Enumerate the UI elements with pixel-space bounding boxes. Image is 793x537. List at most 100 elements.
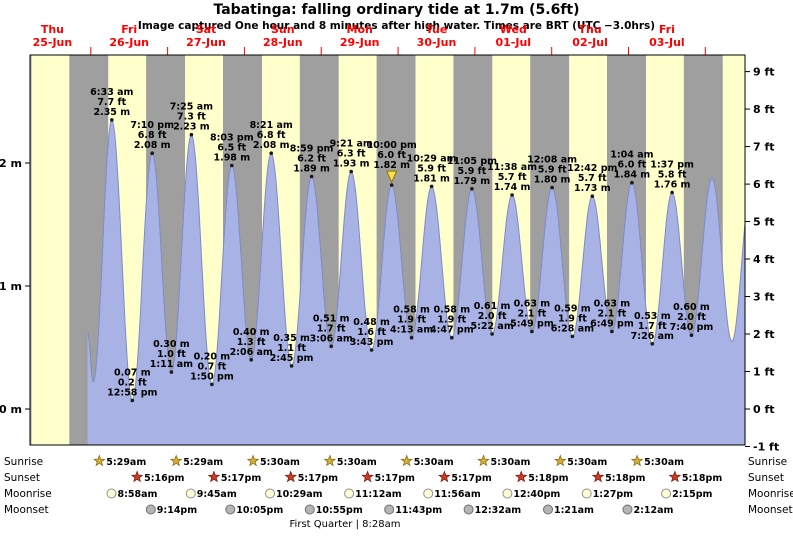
high-tide-annotation: 12:42 pm — [567, 163, 617, 174]
high-tide-annotation: 5.9 ft — [457, 166, 486, 177]
high-tide-annotation: 10:00 pm — [367, 140, 417, 151]
day-label: Fri — [121, 23, 137, 36]
sunrise-star-icon — [93, 454, 106, 467]
tide-extreme-dot — [309, 174, 314, 179]
day-band — [31, 55, 70, 445]
almanac-time: 5:30am — [491, 457, 531, 468]
sunrise-star-icon — [246, 454, 260, 467]
sunrise-star-icon — [554, 454, 567, 467]
almanac-time: 5:29am — [106, 457, 146, 468]
low-tide-annotation: 0.58 m — [433, 305, 470, 316]
low-tide-annotation: 0.53 m — [634, 311, 671, 322]
low-tide-annotation: 2.1 ft — [517, 309, 546, 320]
sunset-star-icon — [438, 470, 451, 483]
almanac-row-label-left: Moonrise — [4, 488, 52, 500]
almanac-time: 5:30am — [644, 457, 684, 468]
almanac-time: 5:17pm — [298, 473, 338, 484]
tide-extreme-dot — [610, 329, 614, 334]
moonrise-icon — [265, 488, 275, 499]
almanac-row-label-right: Sunrise — [748, 456, 787, 468]
plot-border — [29, 54, 746, 446]
right-axis-label: 2 ft — [753, 328, 775, 341]
left-axis-label: 0 m — [0, 403, 22, 416]
tide-extreme-dot — [550, 185, 554, 190]
tide-extreme-dot — [150, 151, 154, 155]
high-tide-annotation: 8:03 pm — [210, 133, 254, 144]
moonrise-icon — [344, 488, 355, 499]
high-tide-annotation: 12:08 am — [527, 155, 577, 166]
high-tide-annotation: 2.35 m — [93, 107, 130, 118]
almanac-time: 11:12am — [355, 489, 402, 500]
moonset-icon — [225, 504, 236, 515]
low-tide-annotation: 4:13 am — [390, 325, 433, 336]
tide-curve-area — [87, 119, 745, 446]
low-tide-annotation: 12:58 pm — [107, 387, 157, 398]
high-tide-annotation: 8:21 am — [250, 120, 293, 131]
almanac-row-label-left: Moonset — [4, 504, 49, 516]
almanac-time: 1:21am — [554, 505, 594, 516]
tide-extreme-dot — [329, 344, 334, 349]
tide-extreme-dot — [409, 335, 414, 340]
right-axis-label: 7 ft — [753, 141, 775, 154]
sunset-star-icon — [668, 470, 682, 483]
tide-extreme-dot — [470, 187, 474, 191]
tide-extreme-dot — [289, 364, 294, 368]
low-tide-annotation: 0.30 m — [153, 339, 190, 350]
almanac-time: 10:55pm — [316, 505, 363, 516]
sunset-star-icon — [207, 470, 221, 483]
right-axis-label: 5 ft — [753, 216, 775, 229]
low-tide-annotation: 0.48 m — [353, 317, 390, 328]
day-label: Sat — [196, 23, 217, 36]
tide-extreme-dot — [590, 194, 595, 198]
almanac-time: 5:30am — [567, 457, 607, 468]
current-tide-arrow-icon — [385, 170, 398, 184]
low-tide-annotation: 0.20 m — [194, 351, 231, 362]
high-tide-annotation: 5.9 ft — [417, 163, 446, 174]
high-tide-annotation: 2.08 m — [253, 140, 290, 151]
day-label: 02-Jul — [572, 36, 608, 49]
almanac-time: 11:43pm — [395, 505, 442, 516]
left-axis-label: 2 m — [0, 157, 22, 170]
low-tide-annotation: 0.40 m — [233, 327, 270, 338]
sunrise-star-icon — [630, 454, 644, 467]
day-label: Thu — [41, 23, 64, 36]
moonrise-icon — [661, 488, 672, 499]
high-tide-annotation: 6.3 ft — [337, 149, 366, 160]
day-label: Tue — [426, 23, 448, 36]
sunset-star-icon — [514, 470, 528, 483]
high-tide-annotation: 1.76 m — [654, 180, 691, 191]
high-tide-annotation: 8:59 pm — [290, 144, 334, 155]
almanac-row-label-right: Moonrise — [748, 488, 793, 500]
tide-extreme-dot — [450, 335, 454, 340]
moonset-icon — [304, 504, 315, 515]
tide-extreme-dot — [670, 190, 674, 195]
low-tide-annotation: 2.0 ft — [677, 312, 706, 323]
low-tide-annotation: 0.63 m — [594, 299, 631, 310]
high-tide-annotation: 2.08 m — [134, 140, 171, 151]
almanac-time: 1:27pm — [593, 489, 633, 500]
almanac-time: 5:17pm — [221, 473, 261, 484]
low-tide-annotation: 0.58 m — [393, 305, 430, 316]
almanac-time: 5:30am — [414, 457, 454, 468]
low-tide-annotation: 6:28 am — [551, 323, 594, 334]
high-tide-annotation: 1.89 m — [293, 164, 330, 175]
day-label: 30-Jun — [417, 36, 457, 49]
low-tide-annotation: 0.35 m — [273, 333, 310, 344]
low-tide-annotation: 0.61 m — [474, 301, 511, 312]
moon-phase-label: First Quarter | 8:28am — [290, 519, 401, 530]
low-tide-annotation: 1.7 ft — [638, 321, 667, 332]
low-tide-annotation: 0.63 m — [514, 299, 551, 310]
moonrise-icon — [185, 488, 196, 499]
low-tide-annotation: 7:40 pm — [670, 322, 714, 333]
almanac-time: 5:17pm — [451, 473, 491, 484]
moonset-icon — [463, 504, 474, 515]
low-tide-annotation: 1.6 ft — [357, 327, 386, 338]
almanac-time: 12:40pm — [513, 489, 560, 500]
low-tide-annotation: 4:47 pm — [430, 325, 474, 336]
moonset-icon — [543, 504, 553, 515]
almanac-row-label-right: Moonset — [748, 504, 793, 516]
moonset-icon — [622, 504, 633, 515]
tide-extreme-dot — [269, 151, 274, 155]
moonrise-icon — [423, 488, 434, 499]
sunset-star-icon — [284, 470, 298, 483]
